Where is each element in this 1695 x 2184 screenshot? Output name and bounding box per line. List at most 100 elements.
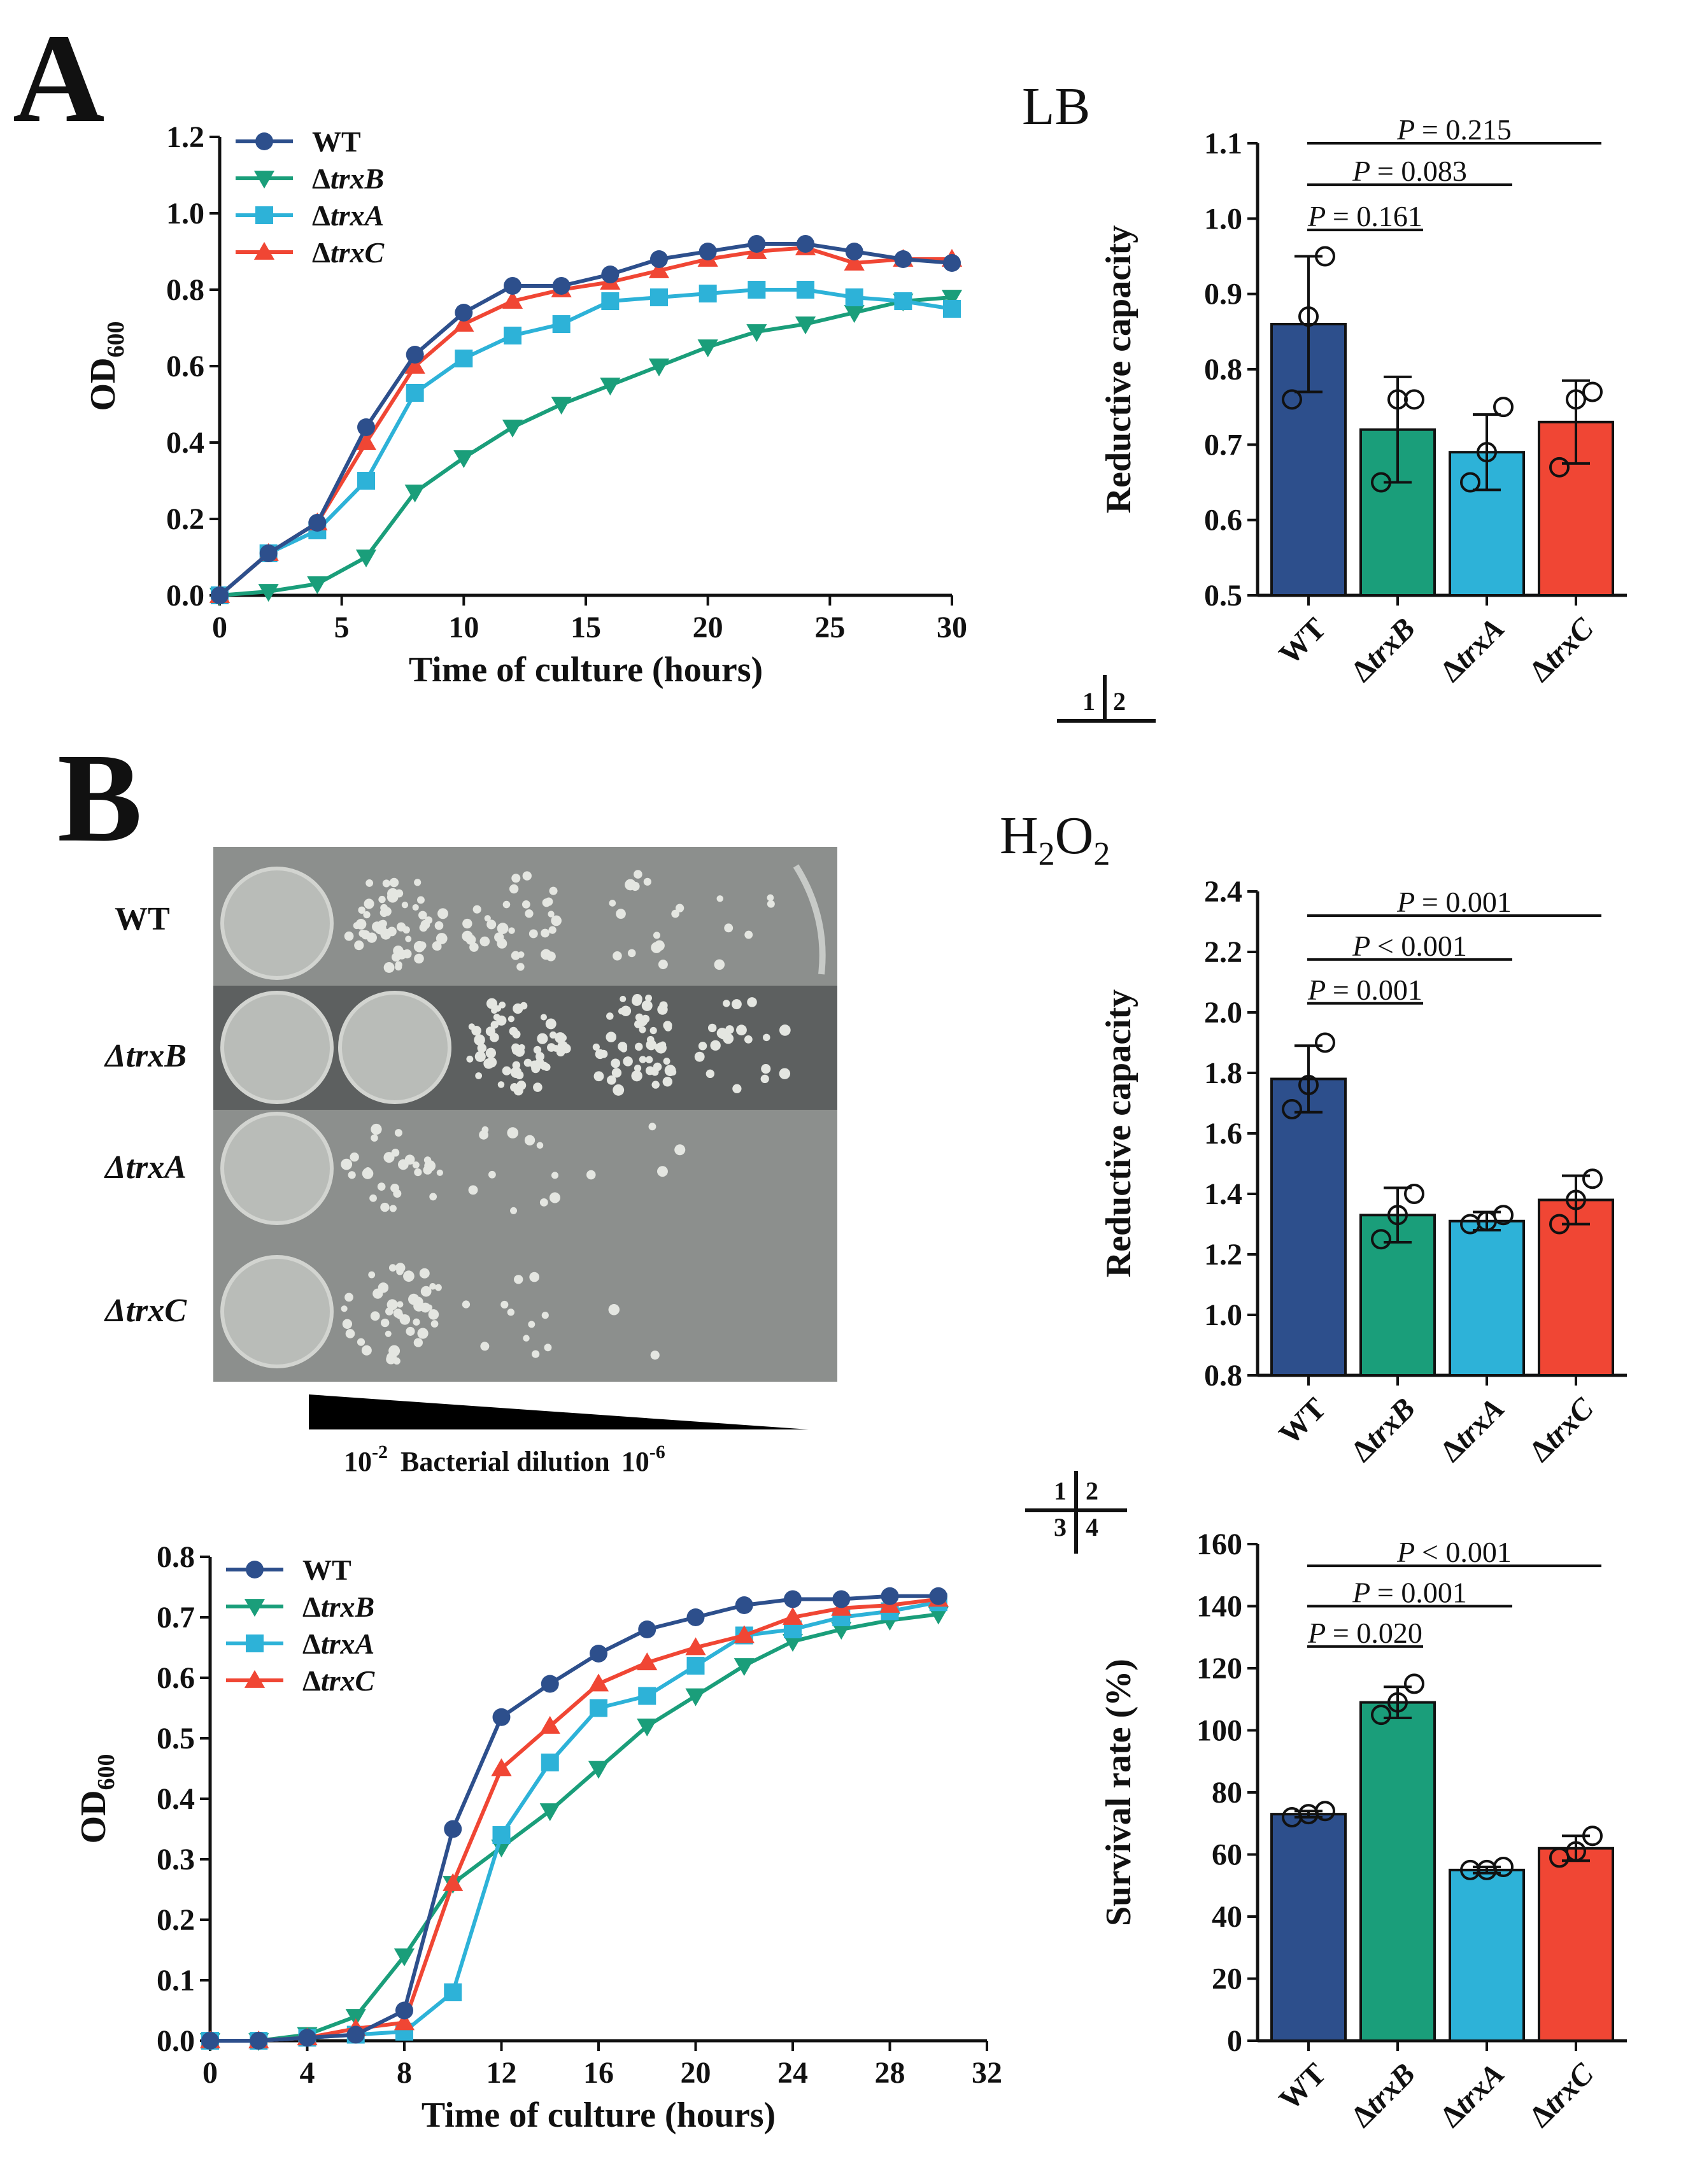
p-value-label: P = 0.001: [1307, 974, 1422, 1006]
colony-dot: [674, 1144, 686, 1156]
colony-dot: [606, 1012, 614, 1020]
data-point-wt: [638, 1620, 656, 1638]
colony-dot: [350, 1152, 359, 1162]
legend-marker-dtrxa: [255, 206, 273, 224]
x-tick-label: 24: [777, 2056, 808, 2090]
colony-dot: [698, 1042, 707, 1051]
y-tick-label: 0.6: [166, 350, 204, 383]
colony-dot: [510, 1067, 522, 1079]
colony-dot: [723, 1033, 734, 1044]
p-symbol: P: [1396, 113, 1422, 146]
colony-dot: [512, 1030, 521, 1039]
wt-label: WT: [302, 1554, 351, 1586]
survival-rate-chart: 0 20 40 60 80 100 120 140 160 Survival rate (%) WT…: [1099, 1528, 1627, 2134]
data-point-wt: [211, 586, 229, 604]
p-value: = 0.161: [1333, 200, 1422, 232]
colony-dot: [611, 1068, 622, 1078]
colony-dot: [496, 1015, 507, 1026]
colony-dot: [539, 1198, 548, 1207]
replicate-point-wt: [1298, 1075, 1319, 1095]
x-tick-label: 25: [814, 611, 845, 644]
data-point-dtrxa: [590, 1699, 607, 1717]
x-axis-label: Time of culture (hours): [409, 650, 763, 690]
colony-dot: [611, 1058, 620, 1068]
data-point-dtrxb: [844, 305, 865, 323]
colony-dot: [412, 904, 419, 911]
data-point-wt: [201, 2032, 219, 2050]
colony-dot: [639, 1026, 646, 1033]
colony-dot: [466, 1055, 474, 1063]
colony-dot: [399, 1314, 411, 1325]
colony-dot: [518, 1044, 525, 1051]
colony-dot: [380, 1202, 390, 1212]
p-value: = 0.001: [1333, 974, 1422, 1006]
colony-dot: [420, 919, 430, 930]
colony-dot: [354, 940, 364, 951]
wt-label: WT: [1273, 2057, 1333, 2117]
dilution-start-base: 10: [344, 1446, 372, 1477]
data-point-dtrxa: [894, 292, 912, 310]
colony-dot: [528, 1321, 535, 1328]
colony-dot: [533, 1082, 543, 1092]
colony-dot: [417, 1328, 429, 1339]
colony-dot: [607, 1075, 616, 1085]
x-tick-label: 16: [583, 2056, 614, 2090]
y-tick-label: 2.4: [1204, 875, 1242, 909]
colony-dot: [657, 1004, 668, 1015]
y-tick-label: 40: [1212, 1900, 1242, 1934]
y-axis-label-main: OD: [74, 1790, 113, 1844]
colony-dot: [386, 1354, 396, 1365]
colony-dot: [436, 933, 448, 944]
dtrxa-label: ΔtrxA: [1434, 611, 1511, 688]
replicate-point-dtrxb: [1371, 1705, 1391, 1726]
colony-dot: [394, 1129, 402, 1137]
colony-dot: [524, 1135, 535, 1145]
colony-dot: [425, 1304, 433, 1311]
y-tick-label: 80: [1212, 1776, 1242, 1810]
colony-dot: [418, 911, 427, 920]
colony-dot: [485, 1047, 496, 1058]
x-tick-label: 32: [972, 2056, 1002, 2090]
spot-grid: [220, 867, 791, 1368]
quadrant-marker-small: 1 2: [1057, 675, 1156, 723]
colony-dot: [763, 1033, 770, 1042]
colony-dot: [388, 1264, 397, 1272]
data-point-wt: [881, 1587, 899, 1605]
colony-dot: [480, 1342, 490, 1351]
data-point-dtrxa: [601, 292, 620, 310]
colony-dot: [706, 1069, 715, 1079]
colony-dot: [436, 1169, 443, 1176]
data-point-dtrxc: [355, 432, 377, 450]
data-point-wt: [735, 1596, 753, 1614]
replicate-point-dtrxc: [1582, 1168, 1603, 1189]
colony-dot: [529, 1272, 540, 1282]
colony-dot: [548, 911, 555, 918]
replicate-point-dtrxa: [1493, 1857, 1514, 1877]
y-tick-label: 1.4: [1204, 1177, 1242, 1211]
y-axis-label: Reductive capacity: [1099, 225, 1138, 514]
colony-dot: [653, 932, 660, 939]
y-axis-label: OD600: [83, 322, 129, 411]
colony-dot: [491, 1007, 498, 1014]
colony-dot: [379, 908, 388, 918]
dtrxb-label: ΔtrxB: [302, 1591, 374, 1623]
colony-dot: [779, 1068, 791, 1079]
colony-dot: [533, 1046, 542, 1054]
data-point-dtrxb: [782, 1634, 804, 1652]
colony-dot: [397, 1263, 405, 1271]
colony-dot: [663, 1021, 672, 1030]
colony-dot: [651, 1081, 660, 1089]
colony-dot: [474, 1051, 486, 1062]
colony-dot: [767, 894, 774, 902]
colony-dot: [716, 895, 723, 902]
p-value-label: P < 0.001: [1352, 930, 1467, 962]
colony-dot: [528, 929, 538, 939]
data-point-dtrxb: [491, 1840, 512, 1858]
y-tick-label: 0.8: [157, 1540, 195, 1574]
colony-dot: [423, 1165, 432, 1175]
y-tick-label: 160: [1196, 1528, 1242, 1561]
data-point-dtrxa: [797, 281, 814, 299]
colony-dot: [342, 1319, 353, 1329]
strain-gene: trxA: [330, 199, 384, 232]
